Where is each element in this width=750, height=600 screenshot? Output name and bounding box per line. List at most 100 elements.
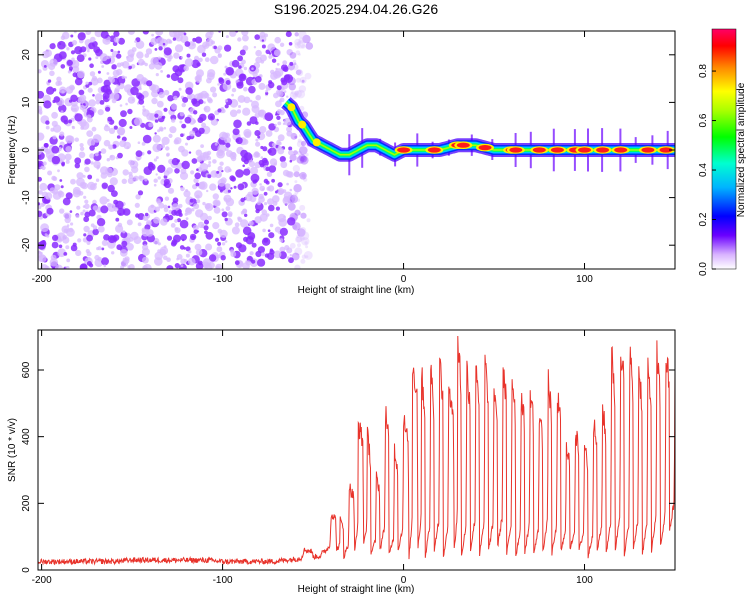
noise-speckle — [142, 105, 145, 109]
noise-speckle — [236, 109, 242, 114]
noise-speckle — [40, 60, 49, 68]
noise-speckle — [122, 169, 129, 176]
noise-speckle — [188, 151, 192, 154]
noise-speckle — [77, 70, 85, 79]
noise-speckle — [192, 43, 195, 46]
y-tick-label: 20 — [21, 49, 32, 61]
noise-speckle — [271, 142, 276, 147]
noise-speckle — [206, 97, 212, 102]
noise-speckle — [294, 209, 301, 216]
noise-speckle — [277, 145, 282, 150]
noise-speckle — [74, 137, 80, 142]
noise-speckle — [71, 60, 80, 69]
noise-speckle — [236, 81, 244, 89]
noise-speckle — [153, 178, 158, 183]
hot-spot — [312, 138, 321, 147]
noise-speckle — [238, 105, 241, 108]
noise-speckle — [261, 209, 268, 215]
noise-speckle — [242, 164, 245, 168]
noise-speckle — [223, 72, 227, 76]
noise-speckle — [188, 250, 192, 254]
noise-speckle — [254, 216, 262, 224]
noise-speckle — [47, 79, 52, 83]
noise-speckle — [255, 208, 260, 214]
noise-speckle — [79, 143, 84, 148]
noise-speckle — [171, 118, 176, 123]
noise-speckle — [51, 111, 58, 119]
noise-speckle — [195, 262, 204, 269]
noise-speckle — [74, 163, 81, 169]
noise-speckle — [264, 202, 268, 206]
noise-speckle — [51, 175, 57, 181]
noise-speckle — [225, 80, 231, 85]
noise-speckle — [235, 138, 240, 143]
noise-speckle — [176, 159, 180, 163]
noise-speckle — [284, 74, 293, 83]
noise-speckle — [63, 252, 68, 256]
noise-speckle — [210, 86, 217, 93]
noise-speckle — [120, 231, 128, 239]
noise-speckle — [181, 160, 190, 170]
noise-speckle — [127, 31, 135, 35]
noise-speckle — [210, 118, 218, 126]
noise-speckle — [118, 118, 127, 128]
noise-speckle — [196, 199, 201, 204]
noise-speckle — [279, 246, 286, 253]
noise-speckle — [219, 161, 224, 166]
hot-spot — [456, 142, 470, 148]
noise-speckle — [189, 233, 197, 241]
noise-speckle — [76, 172, 84, 180]
noise-speckle — [97, 70, 101, 74]
noise-speckle — [207, 163, 211, 168]
noise-speckle — [268, 232, 275, 239]
noise-speckle — [156, 37, 165, 45]
hot-spot — [614, 147, 628, 153]
noise-speckle — [113, 37, 120, 43]
noise-speckle — [243, 168, 251, 176]
hot-spot — [509, 147, 523, 153]
noise-speckle — [204, 57, 210, 63]
noise-speckle — [217, 108, 222, 113]
noise-speckle — [217, 144, 226, 153]
noise-speckle — [203, 92, 210, 99]
noise-speckle — [289, 242, 296, 249]
noise-speckle — [189, 130, 196, 137]
noise-speckle — [84, 199, 89, 204]
noise-speckle — [39, 255, 47, 263]
noise-speckle — [85, 31, 92, 35]
noise-speckle — [195, 76, 202, 83]
noise-speckle — [194, 172, 201, 180]
noise-speckle — [154, 113, 159, 118]
noise-speckle — [300, 140, 307, 147]
noise-speckle — [255, 49, 262, 57]
colorbar-ticks: 0.0 0.2 0.4 0.6 0.8 — [698, 64, 716, 276]
noise-speckle — [274, 36, 282, 44]
noise-speckle — [276, 85, 282, 91]
noise-speckle — [183, 32, 187, 36]
noise-speckle — [211, 40, 215, 45]
noise-speckle — [138, 175, 143, 180]
noise-speckle — [175, 33, 183, 42]
noise-speckle — [121, 240, 128, 247]
noise-speckle — [82, 209, 86, 213]
noise-speckle — [163, 89, 170, 96]
noise-speckle — [163, 107, 168, 112]
noise-speckle — [163, 245, 167, 249]
noise-speckle — [252, 179, 257, 184]
noise-speckle — [297, 40, 306, 49]
noise-speckle — [116, 68, 123, 76]
noise-speckle — [142, 265, 148, 269]
noise-speckle — [231, 226, 240, 235]
noise-speckle — [83, 225, 90, 233]
noise-speckle — [166, 257, 171, 263]
noise-speckle — [268, 147, 277, 156]
noise-speckle — [161, 136, 170, 145]
noise-speckle — [195, 149, 202, 156]
noise-speckle — [191, 98, 198, 105]
noise-speckle — [199, 162, 209, 172]
noise-speckle — [94, 152, 99, 157]
noise-speckle — [196, 230, 200, 233]
noise-speckle — [218, 77, 224, 83]
noise-speckle — [298, 212, 302, 216]
